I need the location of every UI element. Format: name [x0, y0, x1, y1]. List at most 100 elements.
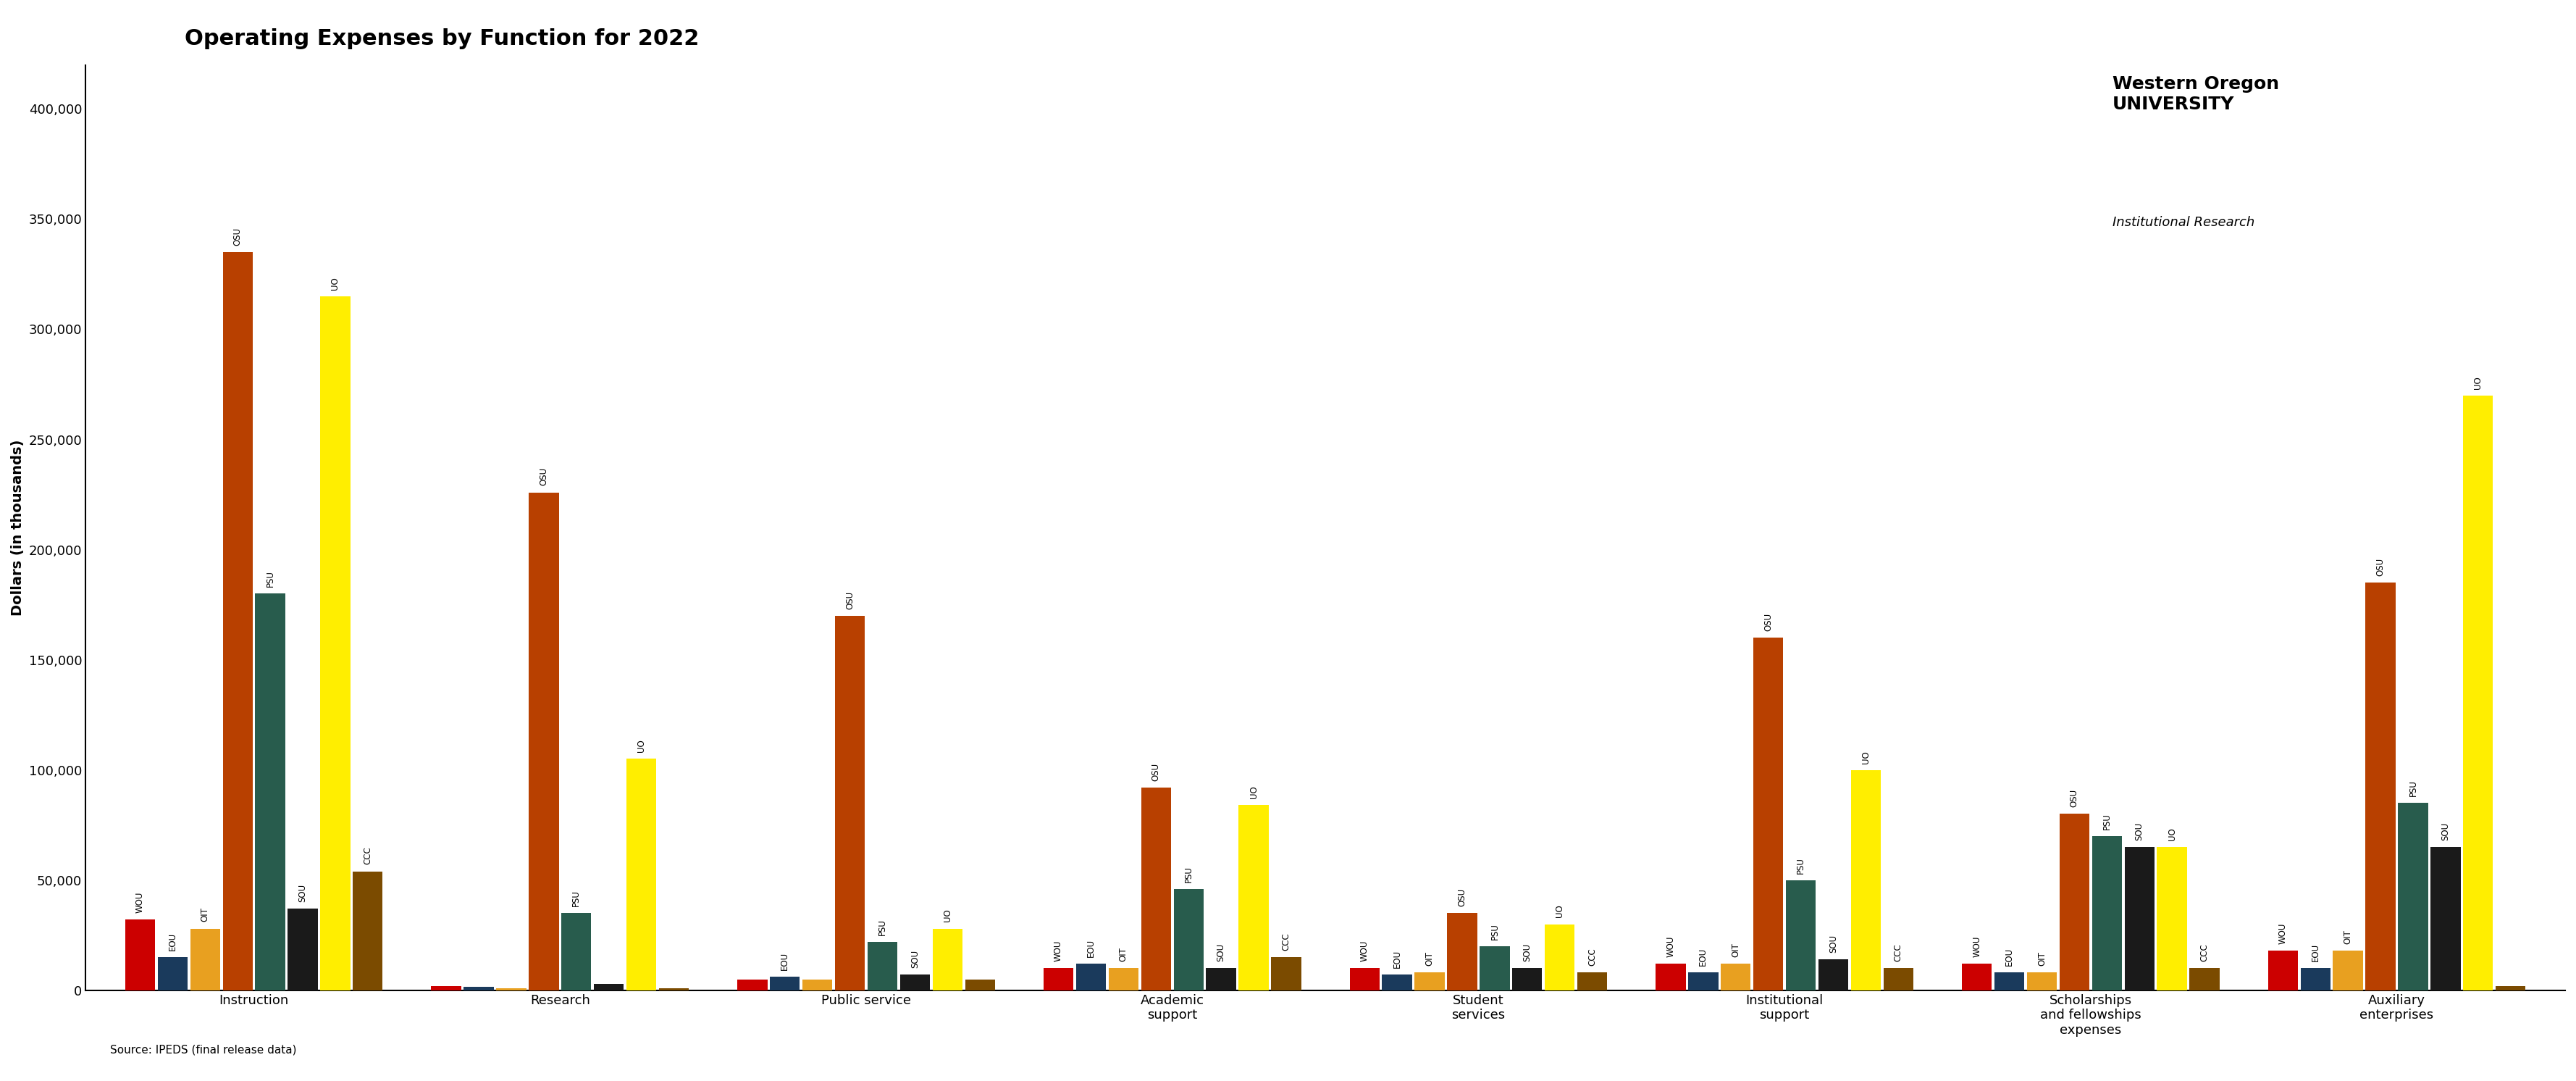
Text: WOU: WOU [1360, 940, 1370, 962]
Bar [289, 909, 317, 990]
Bar [835, 616, 866, 990]
Text: WOU: WOU [1667, 936, 1674, 957]
Text: Operating Expenses by Function for 2022: Operating Expenses by Function for 2022 [185, 28, 698, 49]
Bar [191, 929, 219, 990]
Bar [1512, 969, 1543, 990]
Text: OIT: OIT [1731, 943, 1741, 957]
Bar [353, 871, 384, 990]
Bar [899, 975, 930, 990]
Text: UO: UO [2166, 828, 2177, 840]
Bar [126, 920, 155, 990]
Bar [1577, 973, 1607, 990]
Text: PSU: PSU [1795, 857, 1806, 873]
Bar [2125, 848, 2154, 990]
Text: SOU: SOU [1522, 944, 1533, 962]
Bar [2398, 803, 2429, 990]
Bar [2190, 969, 2221, 990]
Text: PSU: PSU [572, 890, 582, 907]
Text: OSU: OSU [1765, 613, 1772, 631]
Bar [1414, 973, 1445, 990]
Bar [933, 929, 963, 990]
Bar [737, 979, 768, 990]
Y-axis label: Dollars (in thousands): Dollars (in thousands) [10, 439, 26, 616]
Text: WOU: WOU [1973, 936, 1981, 957]
Bar [1270, 957, 1301, 990]
Bar [1141, 788, 1172, 990]
Text: UO: UO [1556, 905, 1564, 918]
Text: SOU: SOU [2442, 823, 2450, 840]
Bar [770, 977, 799, 990]
Bar [1479, 946, 1510, 990]
Bar [2334, 950, 2362, 990]
Text: EOU: EOU [1394, 950, 1401, 969]
Text: SOU: SOU [2136, 823, 2143, 840]
Bar [2365, 583, 2396, 990]
Text: UO: UO [2473, 376, 2483, 389]
Text: UO: UO [330, 277, 340, 290]
Text: OIT: OIT [1118, 947, 1128, 962]
Text: OSU: OSU [1458, 889, 1466, 907]
Bar [1687, 973, 1718, 990]
Bar [868, 942, 896, 990]
Bar [1963, 964, 1991, 990]
Bar [966, 979, 994, 990]
Text: OIT: OIT [201, 908, 209, 922]
Bar [2300, 969, 2331, 990]
Bar [2267, 950, 2298, 990]
Bar [528, 492, 559, 990]
Bar [595, 984, 623, 990]
Bar [430, 986, 461, 990]
Bar [1350, 969, 1381, 990]
Text: PSU: PSU [265, 571, 276, 587]
Text: UO: UO [1860, 750, 1870, 763]
Bar [1175, 889, 1203, 990]
Bar [1206, 969, 1236, 990]
Bar [497, 988, 526, 990]
Bar [2027, 973, 2056, 990]
Text: WOU: WOU [1054, 940, 1064, 962]
Text: UO: UO [943, 909, 953, 922]
Text: CCC: CCC [1893, 944, 1904, 962]
Bar [1754, 638, 1783, 990]
Text: CCC: CCC [2200, 944, 2210, 962]
Bar [1883, 969, 1914, 990]
Bar [562, 913, 592, 990]
Bar [2058, 814, 2089, 990]
Text: CCC: CCC [1587, 948, 1597, 966]
Text: Western Oregon
UNIVERSITY: Western Oregon UNIVERSITY [2112, 76, 2280, 114]
Text: WOU: WOU [2277, 923, 2287, 944]
Bar [659, 988, 688, 990]
Text: OIT: OIT [1425, 951, 1435, 966]
Bar [1994, 973, 2025, 990]
Bar [319, 296, 350, 990]
Bar [1239, 805, 1267, 990]
Bar [1108, 969, 1139, 990]
Text: SOU: SOU [1216, 944, 1226, 962]
Bar [626, 759, 657, 990]
Bar [222, 252, 252, 990]
Text: CCC: CCC [363, 846, 374, 865]
Text: EOU: EOU [1698, 948, 1708, 966]
Bar [1448, 913, 1476, 990]
Bar [1819, 960, 1850, 990]
Text: EOU: EOU [2311, 944, 2321, 962]
Text: OSU: OSU [2069, 789, 2079, 808]
Bar [1077, 964, 1105, 990]
Bar [464, 987, 495, 990]
Text: WOU: WOU [137, 892, 144, 913]
Text: UO: UO [1249, 786, 1257, 799]
Text: PSU: PSU [1185, 866, 1193, 882]
Text: SOU: SOU [299, 884, 307, 903]
Text: Source: IPEDS (final release data): Source: IPEDS (final release data) [111, 1044, 296, 1055]
Text: Institutional Research: Institutional Research [2112, 216, 2254, 229]
Bar [1043, 969, 1074, 990]
Text: OSU: OSU [538, 467, 549, 485]
Text: PSU: PSU [878, 919, 886, 935]
Text: EOU: EOU [2004, 948, 2014, 966]
Bar [1383, 975, 1412, 990]
Text: OSU: OSU [1151, 763, 1162, 780]
Text: OIT: OIT [2344, 930, 2352, 944]
Bar [2092, 836, 2123, 990]
Bar [2156, 848, 2187, 990]
Text: EOU: EOU [781, 952, 791, 971]
